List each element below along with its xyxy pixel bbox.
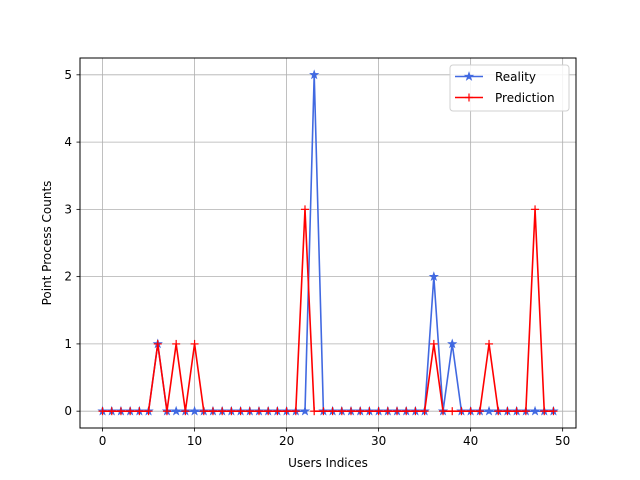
series-prediction (98, 205, 558, 416)
data-point (356, 407, 365, 416)
data-point (116, 407, 125, 416)
data-point (254, 407, 263, 416)
data-point (466, 407, 475, 416)
data-point (218, 407, 227, 416)
data-point (485, 339, 494, 348)
data-point (273, 407, 282, 416)
data-point (429, 339, 438, 348)
legend-prediction-label: Prediction (495, 91, 555, 105)
data-point (347, 407, 356, 416)
data-point (420, 407, 429, 416)
data-point (483, 405, 495, 416)
data-point (144, 407, 153, 416)
data-point (457, 407, 466, 416)
series-layer (97, 69, 559, 416)
y-tick-label: 1 (64, 337, 72, 351)
y-tick-label: 4 (64, 135, 72, 149)
data-point (181, 407, 190, 416)
ticks: 0 10 20 30 40 50 0 1 2 3 4 5 (64, 68, 570, 448)
legend-reality-label: Reality (495, 70, 536, 84)
data-point (529, 405, 541, 416)
data-point (365, 407, 374, 416)
data-point (190, 339, 199, 348)
data-point (291, 407, 300, 416)
grid (80, 58, 576, 428)
x-tick-label: 0 (99, 434, 107, 448)
data-point (503, 407, 512, 416)
data-point (98, 407, 107, 416)
data-point (153, 339, 162, 348)
data-point (328, 407, 337, 416)
data-point (245, 407, 254, 416)
data-point (531, 205, 540, 214)
data-point (199, 407, 208, 416)
data-point (521, 407, 530, 416)
data-point (126, 407, 135, 416)
data-point (135, 407, 144, 416)
data-point (162, 407, 171, 416)
data-point (189, 405, 200, 416)
data-point (236, 407, 245, 416)
x-tick-label: 10 (187, 434, 202, 448)
x-tick-label: 50 (555, 434, 570, 448)
data-point (319, 407, 328, 416)
data-point (299, 405, 311, 416)
data-point (264, 407, 273, 416)
data-point (540, 407, 549, 416)
x-tick-label: 40 (463, 434, 478, 448)
data-point (447, 338, 458, 349)
data-point (402, 407, 411, 416)
data-point (300, 205, 309, 214)
data-point (475, 407, 484, 416)
data-point (374, 407, 383, 416)
legend-prediction-marker (465, 93, 473, 102)
y-tick-label: 5 (64, 68, 72, 82)
data-point (227, 407, 236, 416)
data-point (171, 405, 182, 416)
data-point (494, 407, 503, 416)
data-point (393, 407, 402, 416)
data-point (549, 407, 558, 416)
y-axis-label: Point Process Counts (40, 181, 54, 306)
data-point (439, 407, 448, 416)
data-point (282, 407, 291, 416)
data-point (512, 407, 521, 416)
x-tick-label: 20 (279, 434, 294, 448)
y-tick-label: 2 (64, 270, 72, 284)
data-point (172, 339, 181, 348)
data-point (337, 407, 346, 416)
x-axis-label: Users Indices (288, 456, 368, 470)
legend-reality-marker (463, 71, 475, 81)
y-tick-label: 0 (64, 404, 72, 418)
legend: Reality Prediction (449, 64, 570, 112)
data-point (411, 407, 420, 416)
data-point (310, 407, 319, 416)
data-point (428, 271, 439, 282)
data-point (383, 407, 392, 416)
y-tick-label: 3 (64, 202, 72, 216)
data-point (448, 407, 457, 416)
x-tick-label: 30 (371, 434, 386, 448)
plot-frame (79, 57, 577, 429)
data-point (107, 407, 116, 416)
data-point (208, 407, 217, 416)
data-point (309, 69, 320, 80)
